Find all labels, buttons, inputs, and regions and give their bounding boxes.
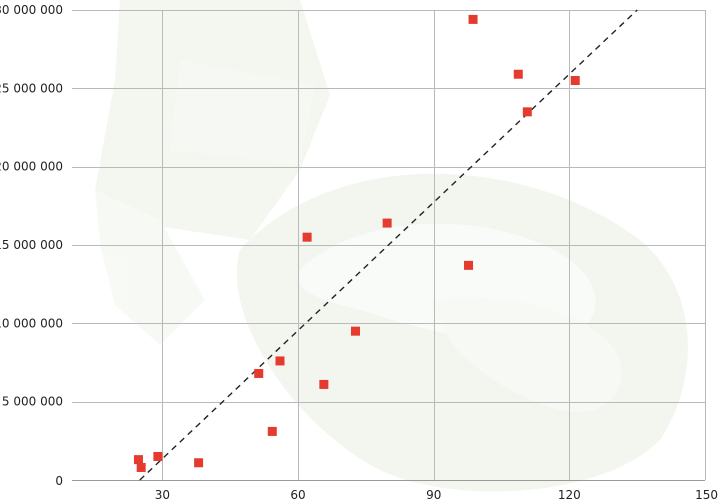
data-point-16 [570,76,580,85]
trendline-layer [139,9,638,481]
y-tick-label: 5 000 000 [2,395,63,409]
y-tick-label: 10 000 000 [0,316,63,330]
data-point-4 [194,458,204,468]
data-points [133,14,580,472]
data-point-13 [468,14,478,24]
gridlines [72,10,706,481]
background-bottle-watermark [95,0,688,492]
x-tick-label: 60 [290,488,305,502]
y-tick-label: 25 000 000 [0,81,63,95]
data-point-10 [350,326,360,336]
data-point-3 [153,452,163,461]
y-tick-label: 30 000 000 [0,3,63,17]
x-tick-label: 150 [695,488,718,502]
y-axis-ticks: 0 5 000 000 10 000 000 15 000 000 20 000 000… [0,3,63,488]
data-point-14 [513,69,523,79]
data-point-1 [133,455,143,465]
x-tick-label: 90 [426,488,441,502]
data-point-12 [464,260,474,270]
data-point-15 [522,107,532,117]
y-tick-label: 15 000 000 [0,238,63,252]
data-point-7 [275,356,285,366]
trendline [139,9,638,481]
y-tick-label: 0 [55,474,63,488]
data-point-8 [302,232,312,242]
x-axis-ticks: 30 60 90 120 150 [155,488,718,502]
data-point-2 [136,462,146,472]
x-tick-label: 30 [155,488,170,502]
data-point-11 [382,218,392,228]
data-point-5 [254,368,264,378]
y-tick-label: 20 000 000 [0,160,63,174]
x-tick-label: 120 [558,488,581,502]
data-point-6 [267,426,277,436]
data-point-9 [319,379,329,389]
